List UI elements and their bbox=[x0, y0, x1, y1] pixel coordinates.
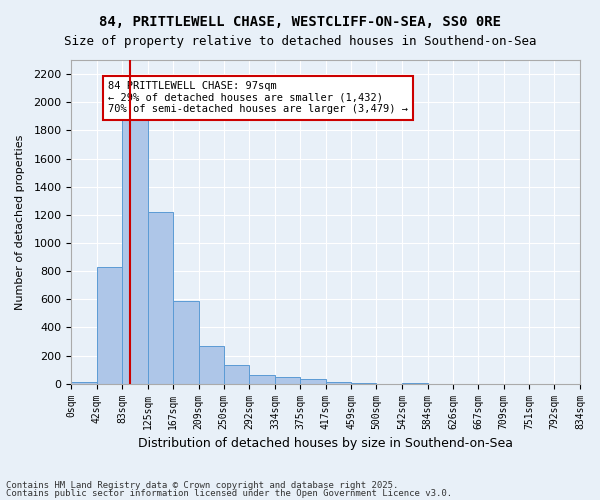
Y-axis label: Number of detached properties: Number of detached properties bbox=[15, 134, 25, 310]
X-axis label: Distribution of detached houses by size in Southend-on-Sea: Distribution of detached houses by size … bbox=[138, 437, 513, 450]
Bar bbox=[71, 382, 97, 384]
Bar bbox=[300, 380, 326, 384]
Text: 84, PRITTLEWELL CHASE, WESTCLIFF-ON-SEA, SS0 0RE: 84, PRITTLEWELL CHASE, WESTCLIFF-ON-SEA,… bbox=[99, 15, 501, 29]
Bar bbox=[97, 267, 122, 384]
Bar bbox=[148, 212, 173, 384]
Bar bbox=[250, 376, 275, 384]
Text: Contains public sector information licensed under the Open Government Licence v3: Contains public sector information licen… bbox=[6, 488, 452, 498]
Text: Contains HM Land Registry data © Crown copyright and database right 2025.: Contains HM Land Registry data © Crown c… bbox=[6, 481, 398, 490]
Bar bbox=[275, 378, 300, 384]
Bar bbox=[199, 346, 224, 384]
Text: 84 PRITTLEWELL CHASE: 97sqm
← 29% of detached houses are smaller (1,432)
70% of : 84 PRITTLEWELL CHASE: 97sqm ← 29% of det… bbox=[108, 81, 408, 114]
Bar bbox=[122, 88, 148, 384]
Bar bbox=[224, 366, 250, 384]
Bar bbox=[402, 383, 428, 384]
Bar bbox=[173, 300, 199, 384]
Bar bbox=[351, 383, 376, 384]
Text: Size of property relative to detached houses in Southend-on-Sea: Size of property relative to detached ho… bbox=[64, 35, 536, 48]
Bar bbox=[326, 382, 351, 384]
